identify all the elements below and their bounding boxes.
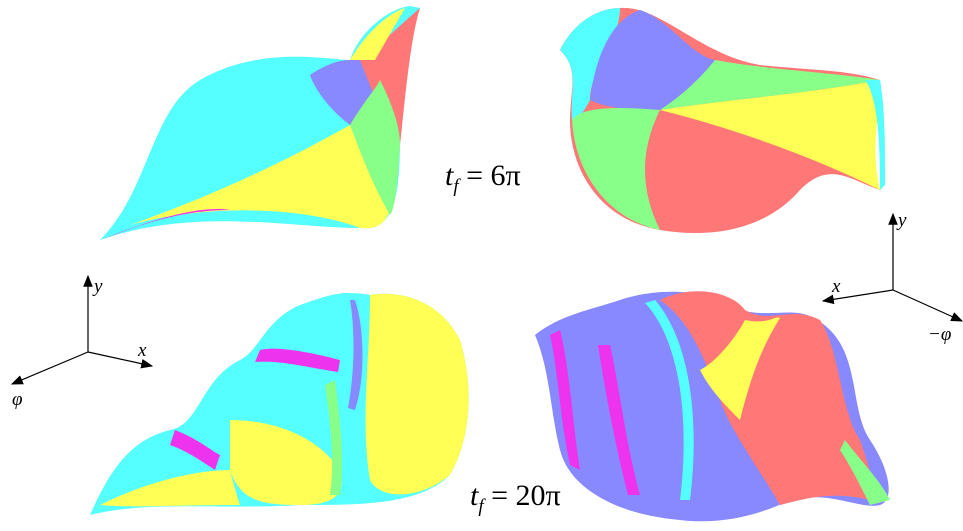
surface-top-left <box>100 6 420 240</box>
axis-arrow <box>893 290 962 321</box>
axes-triad-right: y x −φ <box>823 210 962 345</box>
axis-label: x <box>831 276 841 297</box>
axis-arrow <box>12 352 88 384</box>
figure: tf = 6π tf = 20π y x φ y x −φ <box>0 0 963 531</box>
surface-top-right <box>560 8 885 233</box>
time-label: tf = 6π <box>445 159 521 197</box>
time-label: tf = 20π <box>470 479 561 517</box>
axis-label: y <box>896 210 907 231</box>
axis-label: −φ <box>928 324 951 345</box>
surface-bottom-left <box>90 293 469 515</box>
axis-label: φ <box>12 389 23 410</box>
axes-triad-left: y x φ <box>12 276 152 410</box>
surface-bottom-right <box>535 291 890 521</box>
axis-label: y <box>92 276 103 297</box>
axis-label: x <box>137 340 147 361</box>
